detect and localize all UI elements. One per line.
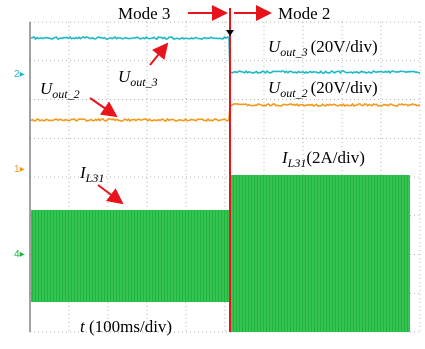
current-trace-mode3: [31, 210, 230, 302]
scale: (100ms/div): [89, 317, 172, 336]
trace-scale-label: Uout_3(20V/div): [268, 37, 378, 59]
arrow: [98, 185, 122, 203]
trace-label: Uout_3: [118, 67, 158, 89]
subscript: out_2: [52, 87, 79, 101]
trace-scale-label: Uout_2(20V/div): [268, 78, 378, 100]
channel-number: 4: [14, 249, 20, 260]
voltage-trace-out2: [31, 104, 420, 121]
trigger-marker: [226, 30, 234, 36]
trace-label: Uout_2: [40, 79, 80, 101]
trace-label: IL31: [79, 163, 104, 185]
current-trace-mode2: [230, 175, 410, 332]
symbol: t: [80, 317, 86, 336]
arrow: [90, 98, 116, 116]
mode-from: Mode 3: [118, 4, 170, 23]
mode-to: Mode 2: [278, 4, 330, 23]
trace-scale-label: IL31(2A/div): [281, 148, 365, 170]
channel-number: 2: [14, 69, 20, 80]
channel-number: 1: [14, 164, 20, 175]
scope-figure: Mode 3 Mode 2 2▸ 1▸ 4▸ Uout_3 Uout_2 IL3…: [0, 0, 425, 349]
channel-marker: 2▸: [14, 69, 25, 80]
subscript: out_2: [280, 86, 307, 100]
subscript: L31: [287, 156, 307, 170]
scale: (20V/div): [311, 78, 378, 97]
subscript: out_3: [280, 45, 307, 59]
channel-marker: 4▸: [14, 249, 25, 260]
scale: (2A/div): [306, 148, 365, 167]
time-scale-label: t (100ms/div): [80, 317, 172, 336]
arrow: [150, 44, 167, 65]
scale: (20V/div): [311, 37, 378, 56]
subscript: L31: [85, 171, 105, 185]
subscript: out_3: [130, 75, 157, 89]
channel-marker: 1▸: [14, 164, 25, 175]
